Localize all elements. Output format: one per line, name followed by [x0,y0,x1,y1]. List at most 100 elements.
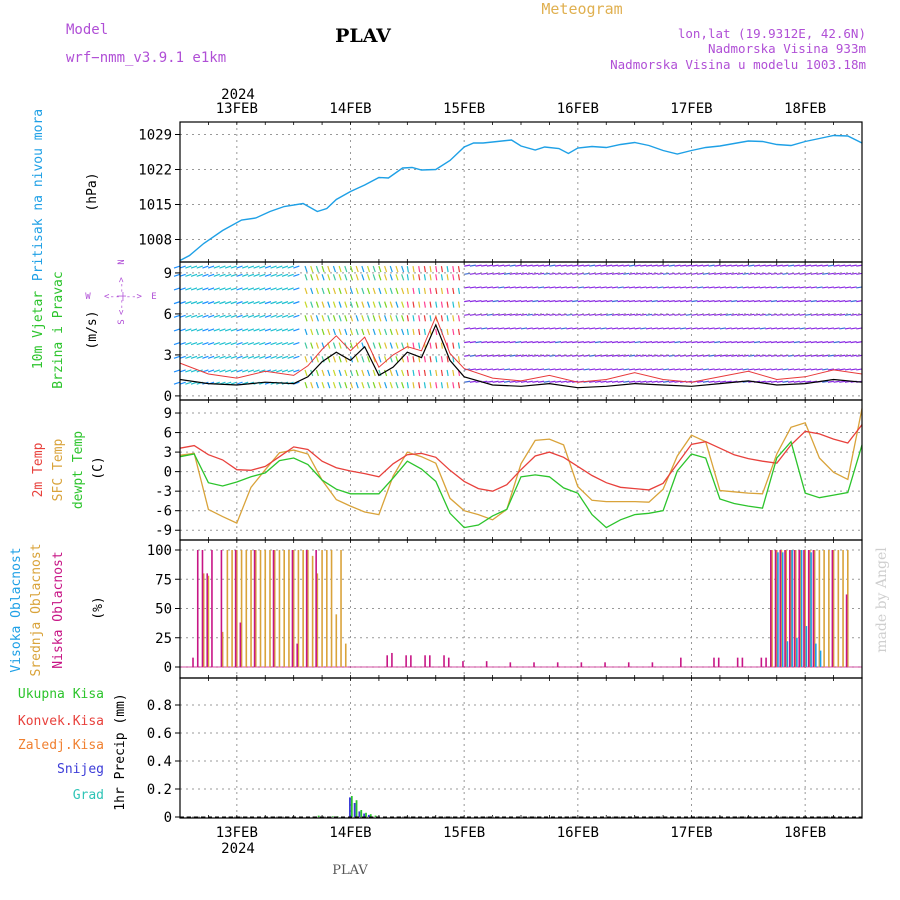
wind-arrow [196,273,203,277]
wind-arrow [697,300,704,303]
wind-arrow [304,265,308,273]
wind-arrow [634,380,641,383]
wind-arrow [259,301,266,305]
wind-arrow [401,382,405,389]
compass-icon: <--|--> N S <--|--> W E [85,259,156,324]
wind-arrow [634,272,641,275]
wind-arrow [503,286,511,289]
wind-arrow [526,300,533,303]
wind-arrow [526,272,533,275]
wind-arrow [378,342,382,349]
wind-arrow [719,327,727,330]
wind-arrow [765,272,772,275]
wind-arrow [287,287,294,291]
wind-arrow [423,382,426,389]
wind-arrow [594,327,601,330]
wind-arrow [623,272,630,275]
wind-arrow [708,327,715,330]
wind-arrow [481,286,488,289]
wind-arrow [481,341,488,344]
wind-arrow [657,313,664,316]
temp-ylabel-3: dewpt Temp [71,431,86,509]
wind-arrow [190,369,198,373]
wind-arrow [196,328,203,332]
wind-arrow [532,341,539,344]
wind-arrow [645,341,653,344]
wind-arrow [276,342,283,346]
wind-arrow [446,287,449,295]
top-day-labels: 13FEB 14FEB 15FEB 16FEB 17FEB 18FEB [216,101,826,117]
wind-arrow [583,286,590,289]
wind-arrow [827,341,834,344]
wind-arrow [185,314,192,318]
wind-arrow [304,342,308,349]
wind-arrow [537,313,545,316]
wind-arrow [457,328,461,336]
wind-arrow [287,355,294,359]
wind-arrow [691,341,698,344]
wind-arrow [281,369,289,373]
wind-arrow [725,341,732,344]
year-bottom: 2024 [221,841,255,857]
wind-arrow [378,265,382,273]
wind-arrow [753,300,761,303]
wind-arrow [753,286,761,289]
wind-arrow [457,287,461,295]
wind-arrow [549,354,556,357]
wind-arrow [202,314,209,318]
wind-arrow [810,327,817,330]
wind-arrow [253,273,260,277]
wind-arrow [332,342,337,349]
wind-arrow [566,327,573,330]
wind-arrow [224,265,232,269]
precip-frame [179,677,863,819]
wind-arrow [395,356,399,363]
wind-arrow [230,265,238,269]
wind-arrow [185,381,192,385]
y-tick-label: 6 [164,426,172,442]
wind-arrow [423,328,426,336]
cloud-panel: 0 25 50 75 100 Visoka Oblacnost Srednja Obla… [9,539,863,679]
temp-ylabel-1: 2m Temp [31,442,46,497]
watermark: made by Angel [874,547,890,653]
wind-arrow [555,368,562,371]
wind-arrow [276,328,283,332]
wind-arrow [555,264,562,267]
wind-arrow [827,264,834,267]
wind-arrow [464,300,471,303]
wind-arrow [822,286,829,289]
wind-arrow [555,341,562,344]
wind-arrow [577,264,584,267]
wind-arrow [259,369,266,373]
wind-arrow [793,327,800,330]
wind-arrow [190,265,198,269]
wind-arrow [389,274,393,281]
wind-arrow [207,273,215,277]
wind-arrow [287,273,294,277]
wind-arrow [435,266,438,273]
wind-arrow [509,354,516,357]
gust-line [179,315,863,383]
wind-arrow [293,342,300,346]
wind-arrow [446,369,449,377]
wind-arrow [816,286,823,289]
wind-arrow [731,264,738,267]
wind-arrow [714,264,721,267]
wind-arrow [623,341,630,344]
wind-arrow [503,368,511,371]
wind-arrow [640,380,647,383]
wind-arrow [389,369,393,377]
wind-arrow [589,354,596,357]
precip-panel: 0 0.2 0.4 0.6 0.8 1hr Precip (mm) Ukupna Kis… [18,677,863,826]
wind-arrow [788,368,795,371]
wind-arrow [190,328,198,332]
wind-arrow [185,265,192,269]
wind-arrow [276,314,283,318]
wind-arrow [498,272,505,275]
wind-arrow [634,327,641,330]
cloud-unit: (%) [91,596,106,619]
wind-arrow [537,368,545,371]
wind-arrow [344,328,348,336]
wind-arrow [776,313,783,316]
wind-arrow [685,286,692,289]
